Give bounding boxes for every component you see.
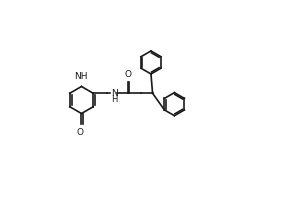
Text: O: O [77, 128, 84, 137]
Text: H: H [111, 95, 118, 104]
Text: O: O [125, 70, 132, 79]
Text: NH: NH [74, 72, 87, 81]
Text: N: N [111, 89, 118, 98]
